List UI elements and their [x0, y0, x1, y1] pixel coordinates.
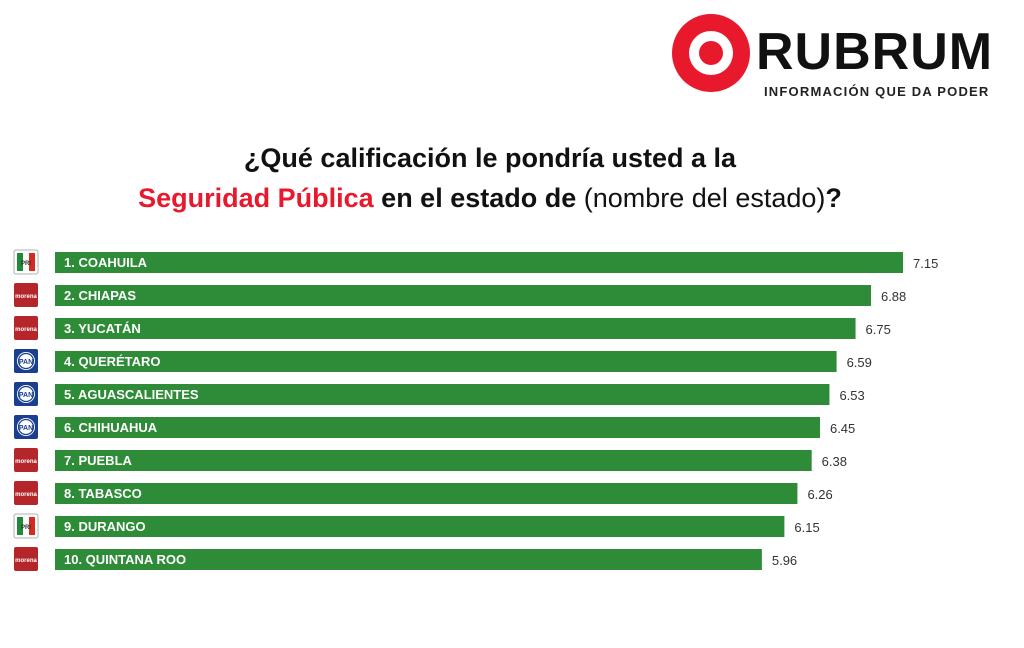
category-label-3: 3. YUCATÁN: [64, 321, 141, 336]
bar-2: [55, 285, 871, 306]
category-label-9: 9. DURANGO: [64, 519, 146, 534]
pan-logo-ring: [17, 352, 35, 370]
category-label-4: 4. QUERÉTARO: [64, 354, 161, 369]
value-label-10: 5.96: [772, 553, 797, 568]
category-label-8: 8. TABASCO: [64, 486, 142, 501]
logo-wordmark: RUBRUM: [756, 23, 994, 81]
pan-logo-text: PAN: [19, 359, 33, 366]
morena-logo-text: morena: [15, 558, 37, 564]
category-label-6: 6. CHIHUAHUA: [64, 420, 158, 435]
pri-logo-green: [17, 517, 23, 535]
bar-3: [55, 318, 856, 339]
category-label-10: 10. QUINTANA ROO: [64, 552, 186, 567]
pan-logo-ring: [17, 385, 35, 403]
pri-logo-red: [29, 253, 35, 271]
pan-logo-ring: [17, 418, 35, 436]
pri-logo-text: PRI: [21, 525, 31, 531]
morena-logo-icon: [14, 316, 38, 340]
value-label-8: 6.26: [807, 487, 832, 502]
bar-4: [55, 351, 837, 372]
pan-logo-circle: [17, 385, 35, 403]
pan-logo-text: PAN: [19, 392, 33, 399]
morena-logo-text: morena: [15, 294, 37, 300]
pan-logo-circle: [17, 418, 35, 436]
morena-logo-icon: [14, 448, 38, 472]
value-label-3: 6.75: [866, 322, 891, 337]
bar-5: [55, 384, 830, 405]
morena-logo-icon: [14, 547, 38, 571]
value-label-1: 7.15: [913, 256, 938, 271]
bar-9: [55, 516, 785, 537]
pan-logo-text: PAN: [19, 425, 33, 432]
category-label-2: 2. CHIAPAS: [64, 288, 136, 303]
logo-tagline: INFORMACIÓN QUE DA PODER: [764, 84, 990, 99]
pri-logo-text: PRI: [21, 261, 31, 267]
bar-1: [55, 252, 903, 273]
bar-6: [55, 417, 820, 438]
category-label-1: 1. COAHUILA: [64, 255, 148, 270]
value-label-6: 6.45: [830, 421, 855, 436]
logo-ring-icon: [672, 14, 750, 92]
pan-logo-circle: [17, 352, 35, 370]
value-label-7: 6.38: [822, 454, 847, 469]
chart-title-line1: ¿Qué calificación le pondría usted a la: [243, 143, 737, 173]
title-parenthetical: (nombre del estado): [583, 183, 826, 213]
morena-logo-text: morena: [15, 492, 37, 498]
morena-logo-text: morena: [15, 459, 37, 465]
bar-8: [55, 483, 798, 504]
category-label-7: 7. PUEBLA: [64, 453, 133, 468]
morena-logo-icon: [14, 481, 38, 505]
title-end: ?: [825, 183, 842, 213]
value-label-5: 6.53: [839, 388, 864, 403]
category-label-5: 5. AGUASCALIENTES: [64, 387, 199, 402]
morena-logo-icon: [14, 283, 38, 307]
rubrum-logo: RUBRUM INFORMACIÓN QUE DA PODER: [668, 12, 1013, 108]
title-highlight: Seguridad Pública: [138, 183, 374, 213]
value-label-2: 6.88: [881, 289, 906, 304]
value-label-4: 6.59: [847, 355, 872, 370]
value-label-9: 6.15: [794, 520, 819, 535]
title-middle: en el estado de: [373, 183, 584, 213]
morena-logo-text: morena: [15, 327, 37, 333]
pri-logo-red: [29, 517, 35, 535]
chart-title-line2: Seguridad Pública en el estado de (nombr…: [0, 183, 980, 214]
bar-7: [55, 450, 812, 471]
pri-logo-green: [17, 253, 23, 271]
bar-10: [55, 549, 762, 570]
